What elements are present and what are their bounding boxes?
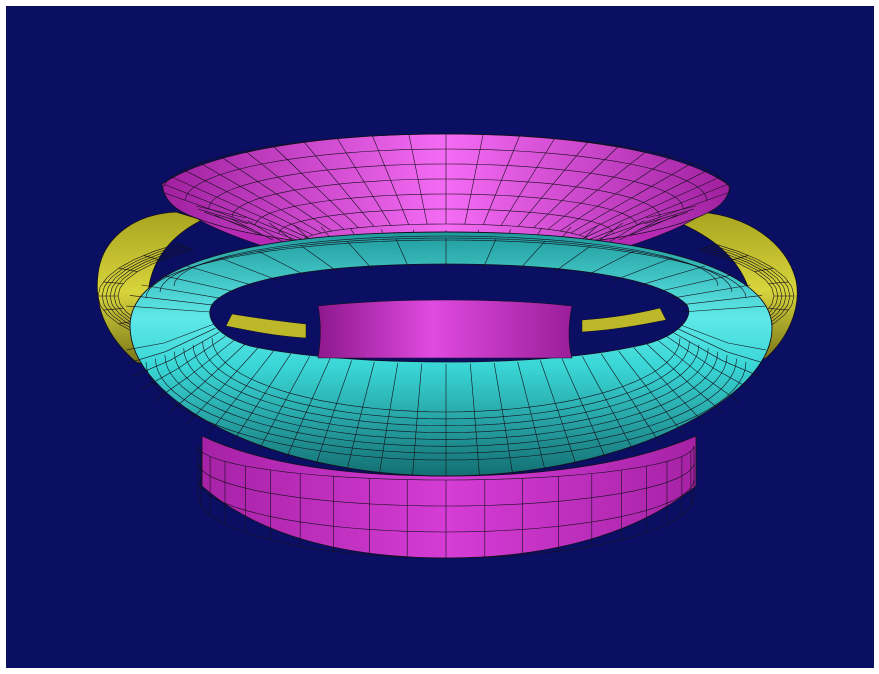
- funnel-bottom-skirt: [197, 435, 697, 559]
- surface-render-scene: [6, 6, 874, 668]
- render-viewport: [6, 6, 874, 668]
- cyan-torus: [125, 231, 773, 477]
